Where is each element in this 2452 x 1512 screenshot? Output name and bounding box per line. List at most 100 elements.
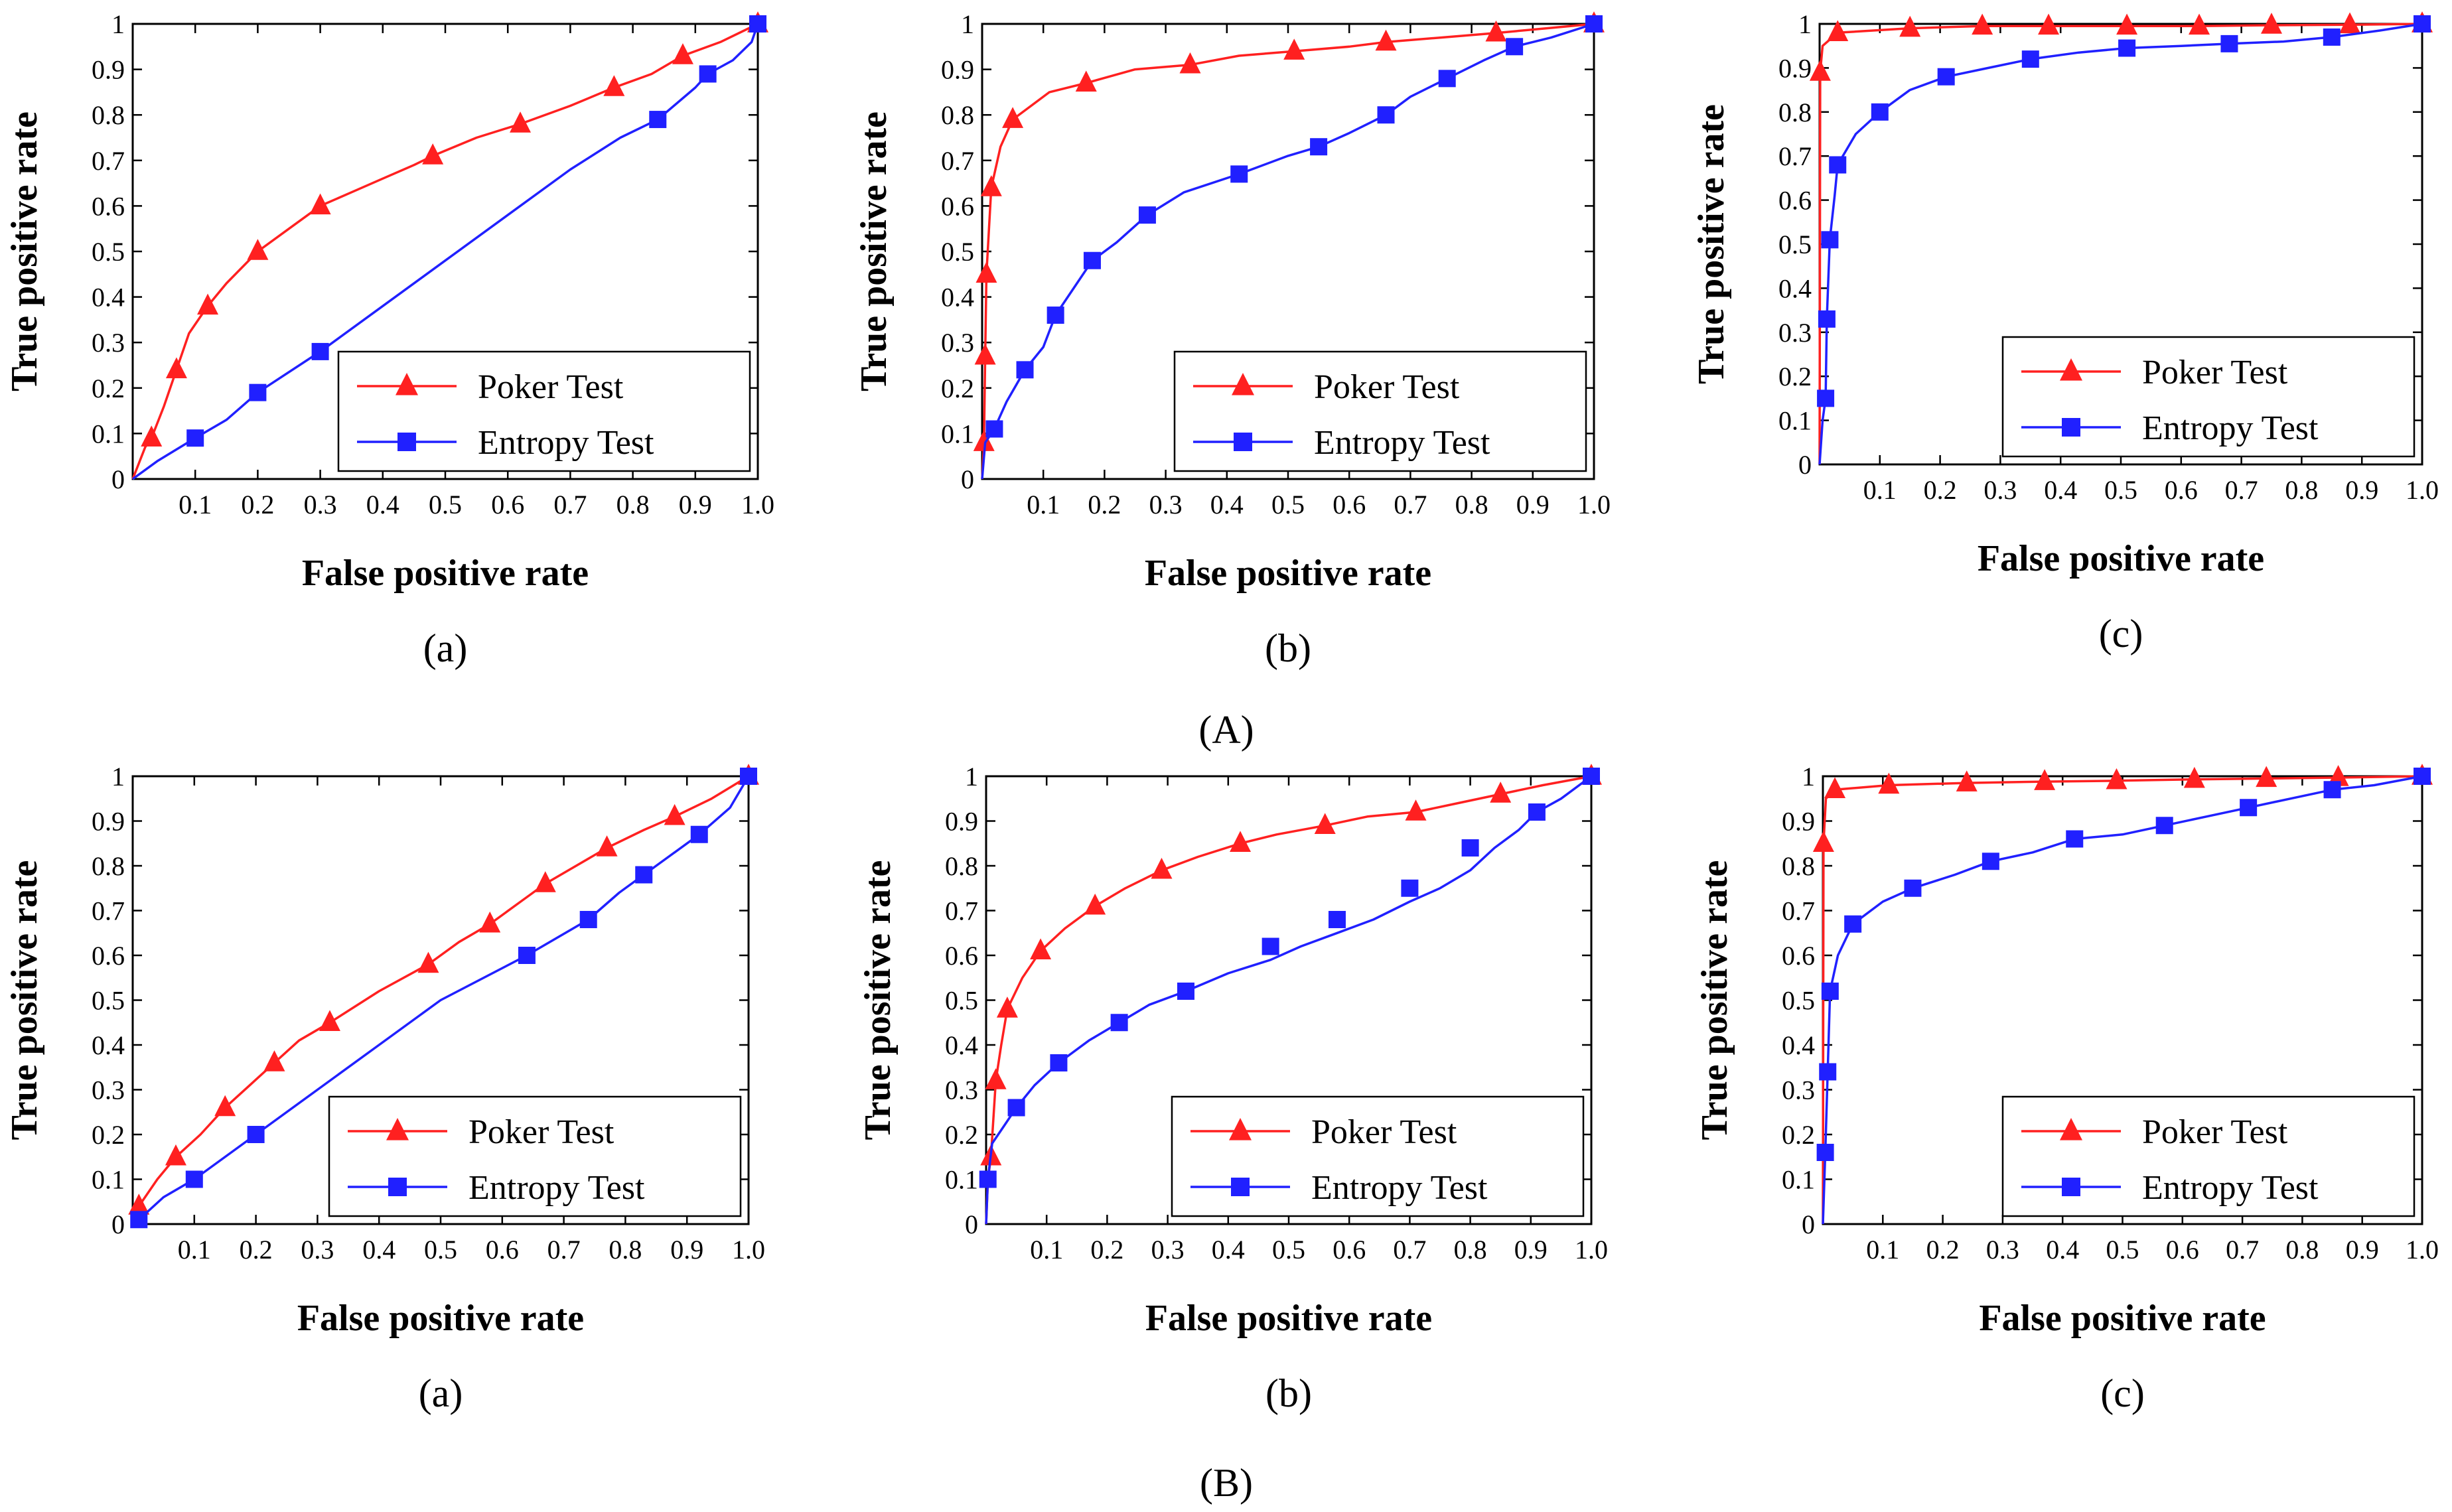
data-point-marker <box>141 425 163 447</box>
data-point-marker <box>128 1194 150 1215</box>
data-point-marker <box>1401 879 1419 897</box>
legend-marker <box>2060 358 2082 381</box>
data-point-marker <box>1937 68 1955 86</box>
x-tick-label: 0.6 <box>2165 475 2198 505</box>
y-tick-label: 0.1 <box>945 1165 978 1195</box>
x-tick-label: 0.3 <box>1151 1235 1185 1265</box>
x-tick-label: 0.6 <box>1333 490 1366 519</box>
y-tick-label: 0.5 <box>945 986 978 1016</box>
data-point-marker <box>247 1126 265 1143</box>
data-point-marker <box>1314 813 1336 835</box>
x-tick-label: 0.3 <box>304 490 337 519</box>
x-axis-label: False positive rate <box>1978 538 2264 579</box>
series-line <box>981 23 1595 480</box>
data-point-marker <box>249 383 267 401</box>
x-tick-label: 0.1 <box>1030 1235 1063 1265</box>
series-poker-test <box>128 764 759 1225</box>
y-tick-label: 0.8 <box>92 851 125 881</box>
chart-panel-6: 0.1 0.2 0.3 0.4 0.5 0.6 0.7 0.8 0.9 1.0 0 0.1 0.2 0.3… <box>1694 762 2439 1415</box>
y-tick-label: 0.2 <box>1778 362 1812 391</box>
data-point-marker <box>1283 38 1305 60</box>
x-tick-label: 0.9 <box>679 490 712 519</box>
data-point-marker <box>996 997 1018 1018</box>
y-tick-label: 0.6 <box>1782 941 1815 971</box>
x-tick-label: 0.2 <box>1924 475 1957 505</box>
y-tick-label: 0.8 <box>1778 98 1812 127</box>
data-point-marker <box>479 911 501 933</box>
data-point-marker <box>1177 983 1194 1000</box>
y-tick-label: 0.4 <box>941 283 974 312</box>
data-point-marker <box>980 175 1002 196</box>
y-tick-label: 1 <box>961 9 974 39</box>
data-point-marker <box>185 1170 203 1188</box>
data-point-marker <box>975 261 997 283</box>
chart-panel-3: 0.1 0.2 0.3 0.4 0.5 0.6 0.7 0.8 0.9 1.0 0 0.1 0.2 0.3… <box>1691 9 2439 655</box>
x-tick-label: 0.6 <box>2166 1235 2199 1265</box>
series-line <box>981 23 1595 480</box>
data-point-marker <box>1110 1014 1128 1032</box>
x-tick-label: 0.4 <box>2046 1235 2079 1265</box>
x-tick-label: 0.8 <box>616 490 650 519</box>
data-point-marker <box>1310 138 1328 156</box>
y-tick-label: 1 <box>111 9 125 39</box>
series-line <box>1818 23 2423 465</box>
data-point-marker <box>518 947 536 964</box>
data-point-marker <box>2116 13 2138 35</box>
data-point-marker <box>1046 307 1064 324</box>
panel-label: (b) <box>1265 1371 1312 1415</box>
y-tick-label: 0 <box>1798 450 1812 480</box>
legend-entry: Entropy Test <box>2142 1169 2319 1207</box>
data-point-marker <box>1585 15 1603 33</box>
legend-marker <box>1231 1178 1250 1196</box>
x-tick-label: 0.8 <box>2285 1235 2319 1265</box>
data-point-marker <box>263 1050 285 1071</box>
y-tick-label: 0.9 <box>941 55 974 85</box>
x-tick-label: 0.5 <box>2104 475 2137 505</box>
y-axis-label: True positive rate <box>1694 860 1735 1140</box>
data-point-marker <box>1075 70 1097 92</box>
y-tick-label: 0.1 <box>92 1165 125 1195</box>
series-entropy-test <box>979 768 1600 1225</box>
panel-label: (a) <box>423 626 468 670</box>
data-point-marker <box>579 911 597 928</box>
series-line <box>1822 775 2423 1225</box>
data-point-marker <box>1899 15 1921 37</box>
y-tick-label: 0.9 <box>1778 53 1812 83</box>
series-poker-test <box>973 11 1605 480</box>
x-tick-label: 0.6 <box>491 490 524 519</box>
x-tick-label: 0.5 <box>1272 1235 1305 1265</box>
x-tick-label: 0.2 <box>1926 1235 1960 1265</box>
data-point-marker <box>510 111 532 133</box>
y-axis-label: True positive rate <box>857 860 899 1140</box>
x-tick-label: 0.1 <box>1027 490 1060 519</box>
y-tick-label: 0.2 <box>92 1120 125 1150</box>
panel-label: (c) <box>2099 612 2143 655</box>
series-poker-test <box>131 11 768 480</box>
series-entropy-test <box>130 768 757 1229</box>
data-point-marker <box>1030 938 1052 960</box>
data-point-marker <box>417 951 439 973</box>
data-point-marker <box>214 1095 236 1117</box>
data-point-marker <box>985 1068 1007 1089</box>
x-tick-label: 0.1 <box>179 490 212 519</box>
x-tick-label: 1.0 <box>741 490 774 519</box>
x-tick-label: 0.9 <box>1516 490 1550 519</box>
legend-marker <box>2060 1117 2082 1140</box>
x-tick-label: 0.2 <box>1090 1235 1123 1265</box>
data-point-marker <box>2240 799 2258 817</box>
panel-label: (b) <box>1265 626 1311 670</box>
data-point-marker <box>1328 911 1346 928</box>
chart-panel-5: 0.1 0.2 0.3 0.4 0.5 0.6 0.7 0.8 0.9 1.0 0 0.1 0.2 0.3… <box>857 762 1608 1415</box>
legend-entry: Entropy Test <box>478 424 654 462</box>
data-point-marker <box>749 15 766 33</box>
series-entropy-test <box>1817 15 2431 465</box>
data-point-marker <box>1461 839 1479 857</box>
y-tick-label: 0.8 <box>945 851 978 881</box>
x-tick-label: 0.3 <box>301 1235 334 1265</box>
y-tick-label: 1 <box>1802 762 1815 791</box>
x-tick-label: 0.7 <box>553 490 587 519</box>
data-point-marker <box>1002 107 1024 128</box>
y-tick-label: 0.9 <box>945 807 978 837</box>
x-tick-label: 0.6 <box>486 1235 519 1265</box>
data-point-marker <box>1817 389 1835 407</box>
